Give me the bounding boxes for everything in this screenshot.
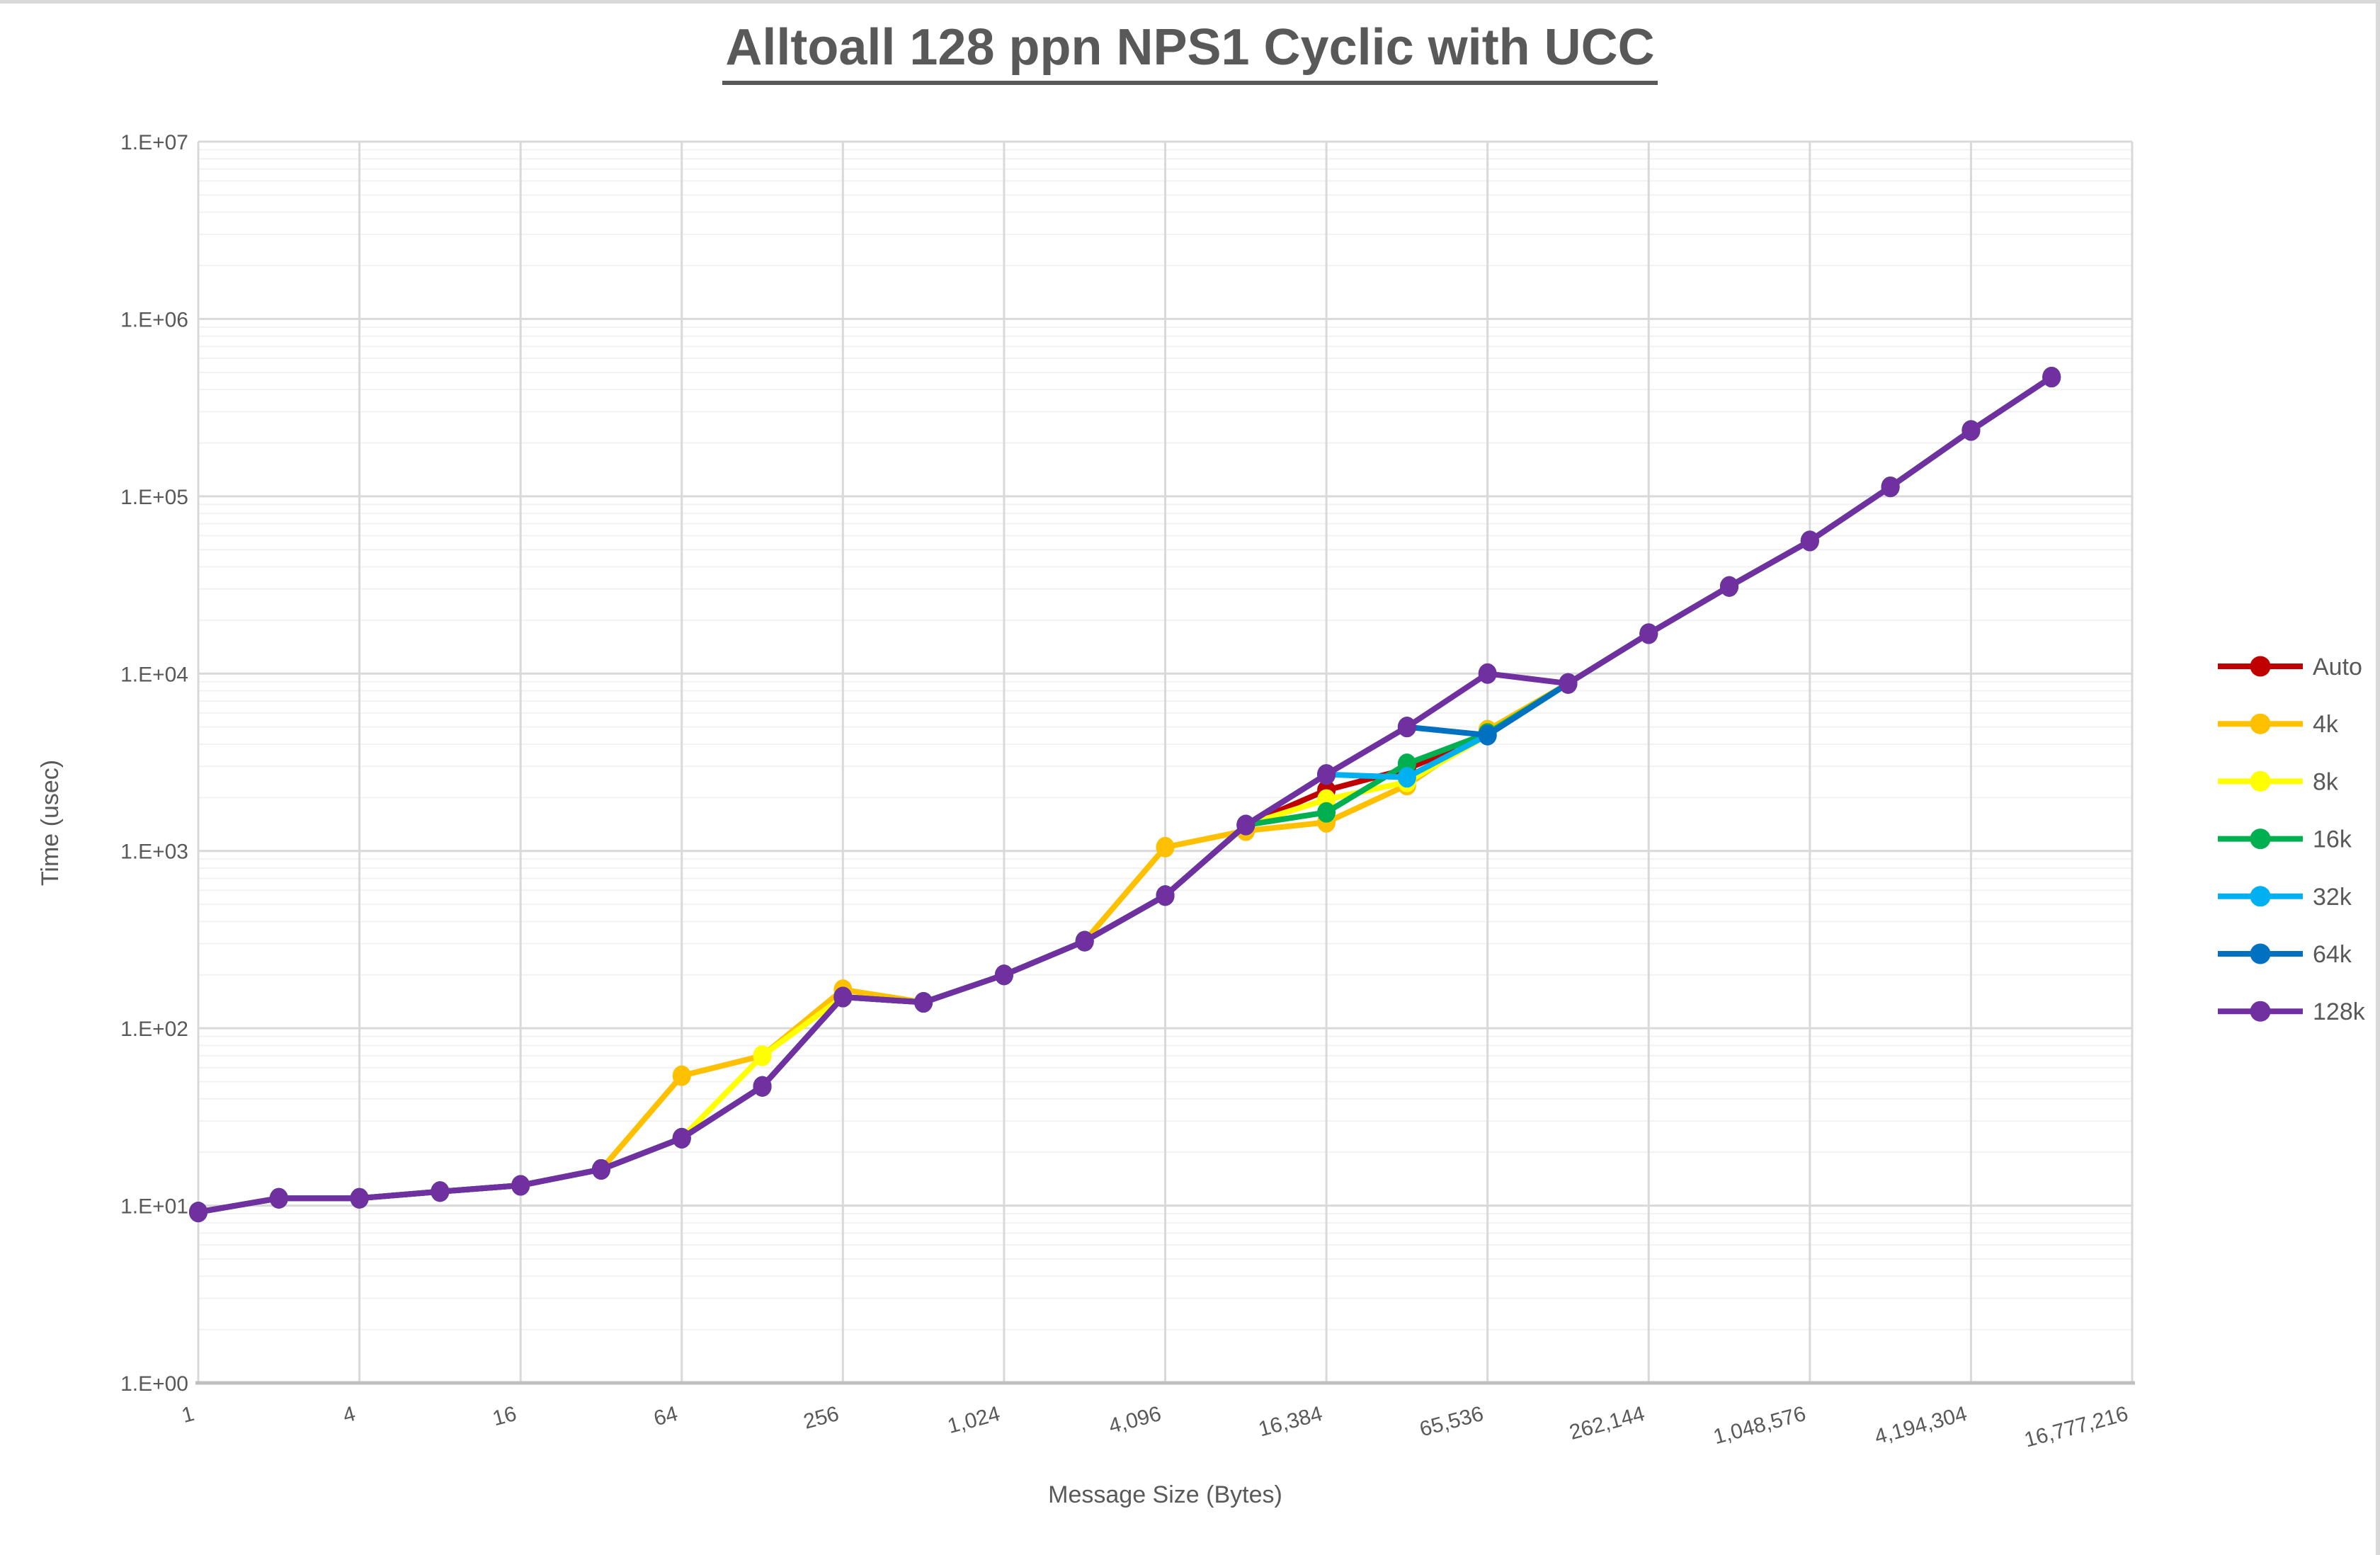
x-tick-label: 4 <box>341 1402 358 1428</box>
data-point-128k <box>1720 576 1739 597</box>
data-point-128k <box>269 1187 288 1209</box>
series-line-128k <box>195 374 2055 1215</box>
series-line-4k <box>195 374 2055 1215</box>
x-tick-label: 65,536 <box>1417 1402 1486 1442</box>
x-tick-label: 4,194,304 <box>1872 1402 1969 1449</box>
data-point-128k <box>1397 717 1416 738</box>
legend-item-8k: 8k <box>2218 768 2339 795</box>
legend-item-4k: 4k <box>2218 711 2339 738</box>
legend-marker-dot <box>2250 713 2271 734</box>
legend-marker-dot <box>2250 828 2271 850</box>
series-line-8k <box>195 374 2055 1215</box>
legend-label: Auto <box>2313 654 2362 680</box>
x-tick-label: 64 <box>651 1402 681 1431</box>
data-point-128k <box>1478 663 1497 684</box>
legend-label: 64k <box>2313 941 2352 968</box>
data-point-4k <box>1156 836 1175 858</box>
data-point-16k <box>1317 802 1336 823</box>
data-point-128k <box>1075 930 1094 952</box>
x-tick-label: 1,048,576 <box>1711 1402 1808 1449</box>
data-point-128k <box>2042 367 2061 388</box>
x-tick-label: 4,096 <box>1106 1402 1163 1438</box>
x-tick-label: 1,024 <box>945 1402 1003 1438</box>
data-point-128k <box>1559 673 1578 694</box>
legend-marker-dot <box>2250 770 2271 792</box>
data-point-128k <box>672 1127 691 1149</box>
legend-label: 32k <box>2313 884 2352 911</box>
series-line-Auto <box>195 374 2055 1215</box>
data-point-8k <box>753 1045 772 1066</box>
data-point-128k <box>833 986 853 1008</box>
legend-marker-dot <box>2250 656 2271 677</box>
x-tick-label: 16,777,216 <box>2022 1402 2131 1452</box>
data-point-128k <box>511 1175 530 1196</box>
data-point-128k <box>1236 814 1256 836</box>
legend-item-32k: 32k <box>2218 884 2352 911</box>
data-point-128k <box>994 964 1013 986</box>
data-point-64k <box>1478 724 1497 746</box>
data-point-4k <box>672 1065 691 1086</box>
y-tick-label: 1.E+05 <box>120 486 188 509</box>
legend-marker-dot <box>2250 943 2271 964</box>
series-line-64k <box>195 374 2055 1215</box>
y-tick-label: 1.E+03 <box>120 841 188 864</box>
x-tick-label: 256 <box>801 1402 841 1434</box>
data-point-128k <box>1156 885 1175 906</box>
legend-label: 4k <box>2313 711 2339 738</box>
legend-marker-dot <box>2250 1001 2271 1022</box>
y-tick-label: 1.E+00 <box>120 1372 188 1396</box>
data-point-128k <box>350 1187 369 1209</box>
data-point-32k <box>1397 767 1416 788</box>
x-tick-label: 16,384 <box>1256 1402 1325 1442</box>
data-point-128k <box>1800 530 1819 552</box>
data-point-128k <box>914 992 933 1013</box>
y-tick-label: 1.E+06 <box>120 308 188 331</box>
data-point-128k <box>431 1181 450 1202</box>
x-axis-title: Message Size (Bytes) <box>1048 1481 1282 1508</box>
legend-item-Auto: Auto <box>2218 654 2362 680</box>
series-line-16k <box>195 374 2055 1215</box>
legend-marker-dot <box>2250 886 2271 907</box>
y-tick-label: 1.E+04 <box>120 663 188 686</box>
y-tick-label: 1.E+02 <box>120 1018 188 1041</box>
y-axis-title: Time (usec) <box>37 760 64 886</box>
legend-item-64k: 64k <box>2218 941 2352 968</box>
data-point-128k <box>1317 764 1336 785</box>
x-tick-label: 1 <box>179 1402 197 1428</box>
data-point-128k <box>1961 420 1981 441</box>
data-point-128k <box>591 1158 610 1180</box>
x-tick-label: 16 <box>490 1402 519 1431</box>
chart-right-border <box>2376 0 2380 1555</box>
series-line-32k <box>195 374 2055 1215</box>
data-point-128k <box>753 1076 772 1097</box>
chart-top-border <box>0 0 2380 4</box>
data-point-128k <box>1881 477 1900 498</box>
legend-label: 128k <box>2313 998 2366 1025</box>
data-point-128k <box>189 1202 207 1223</box>
y-tick-label: 1.E+07 <box>120 131 188 154</box>
legend-label: 8k <box>2313 768 2339 795</box>
y-tick-label: 1.E+01 <box>120 1195 188 1219</box>
data-point-128k <box>1639 623 1658 644</box>
legend-item-16k: 16k <box>2218 826 2352 853</box>
legend-item-128k: 128k <box>2218 998 2366 1025</box>
legend-label: 16k <box>2313 826 2352 853</box>
x-tick-label: 262,144 <box>1567 1402 1647 1445</box>
